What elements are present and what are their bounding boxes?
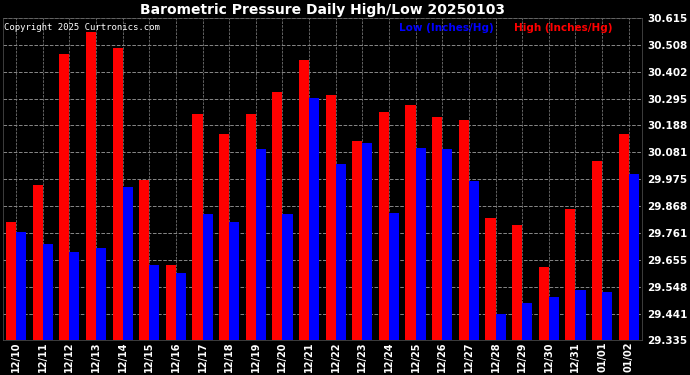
Bar — [469, 181, 479, 340]
Bar — [256, 149, 266, 340]
Bar — [219, 134, 229, 340]
Bar — [6, 222, 16, 340]
Bar — [495, 314, 506, 340]
Bar — [273, 92, 282, 340]
Bar — [86, 32, 96, 340]
Bar — [549, 297, 559, 340]
Bar — [459, 120, 469, 340]
Bar — [193, 114, 203, 340]
Bar — [539, 267, 549, 340]
Bar — [16, 232, 26, 340]
Bar — [176, 273, 186, 340]
Bar — [592, 161, 602, 340]
Bar — [299, 60, 309, 340]
Bar — [512, 225, 522, 340]
Bar — [203, 214, 213, 340]
Bar — [362, 143, 373, 340]
Bar — [123, 188, 132, 340]
Bar — [415, 148, 426, 340]
Bar — [229, 222, 239, 340]
Text: Copyright 2025 Curtronics.com: Copyright 2025 Curtronics.com — [4, 23, 160, 32]
Bar — [442, 149, 453, 340]
Title: Barometric Pressure Daily High/Low 20250103: Barometric Pressure Daily High/Low 20250… — [140, 3, 505, 17]
Bar — [282, 214, 293, 340]
Bar — [522, 303, 532, 340]
Bar — [618, 134, 629, 340]
Bar — [139, 180, 149, 340]
Bar — [406, 105, 415, 340]
Bar — [246, 114, 256, 340]
Bar — [352, 141, 362, 340]
Bar — [59, 54, 70, 340]
Bar — [166, 265, 176, 340]
Bar — [629, 174, 639, 340]
Bar — [70, 252, 79, 340]
Bar — [309, 98, 319, 340]
Bar — [149, 265, 159, 340]
Bar — [602, 292, 612, 340]
Bar — [379, 112, 389, 340]
Bar — [336, 164, 346, 340]
Bar — [432, 117, 442, 340]
Bar — [389, 213, 399, 340]
Text: Low (Inches/Hg): Low (Inches/Hg) — [399, 23, 494, 33]
Text: High (Inches/Hg): High (Inches/Hg) — [514, 23, 613, 33]
Bar — [112, 48, 123, 340]
Bar — [565, 209, 575, 340]
Bar — [32, 185, 43, 340]
Bar — [326, 96, 336, 340]
Bar — [575, 290, 586, 340]
Bar — [485, 218, 495, 340]
Bar — [96, 248, 106, 340]
Bar — [43, 244, 53, 340]
